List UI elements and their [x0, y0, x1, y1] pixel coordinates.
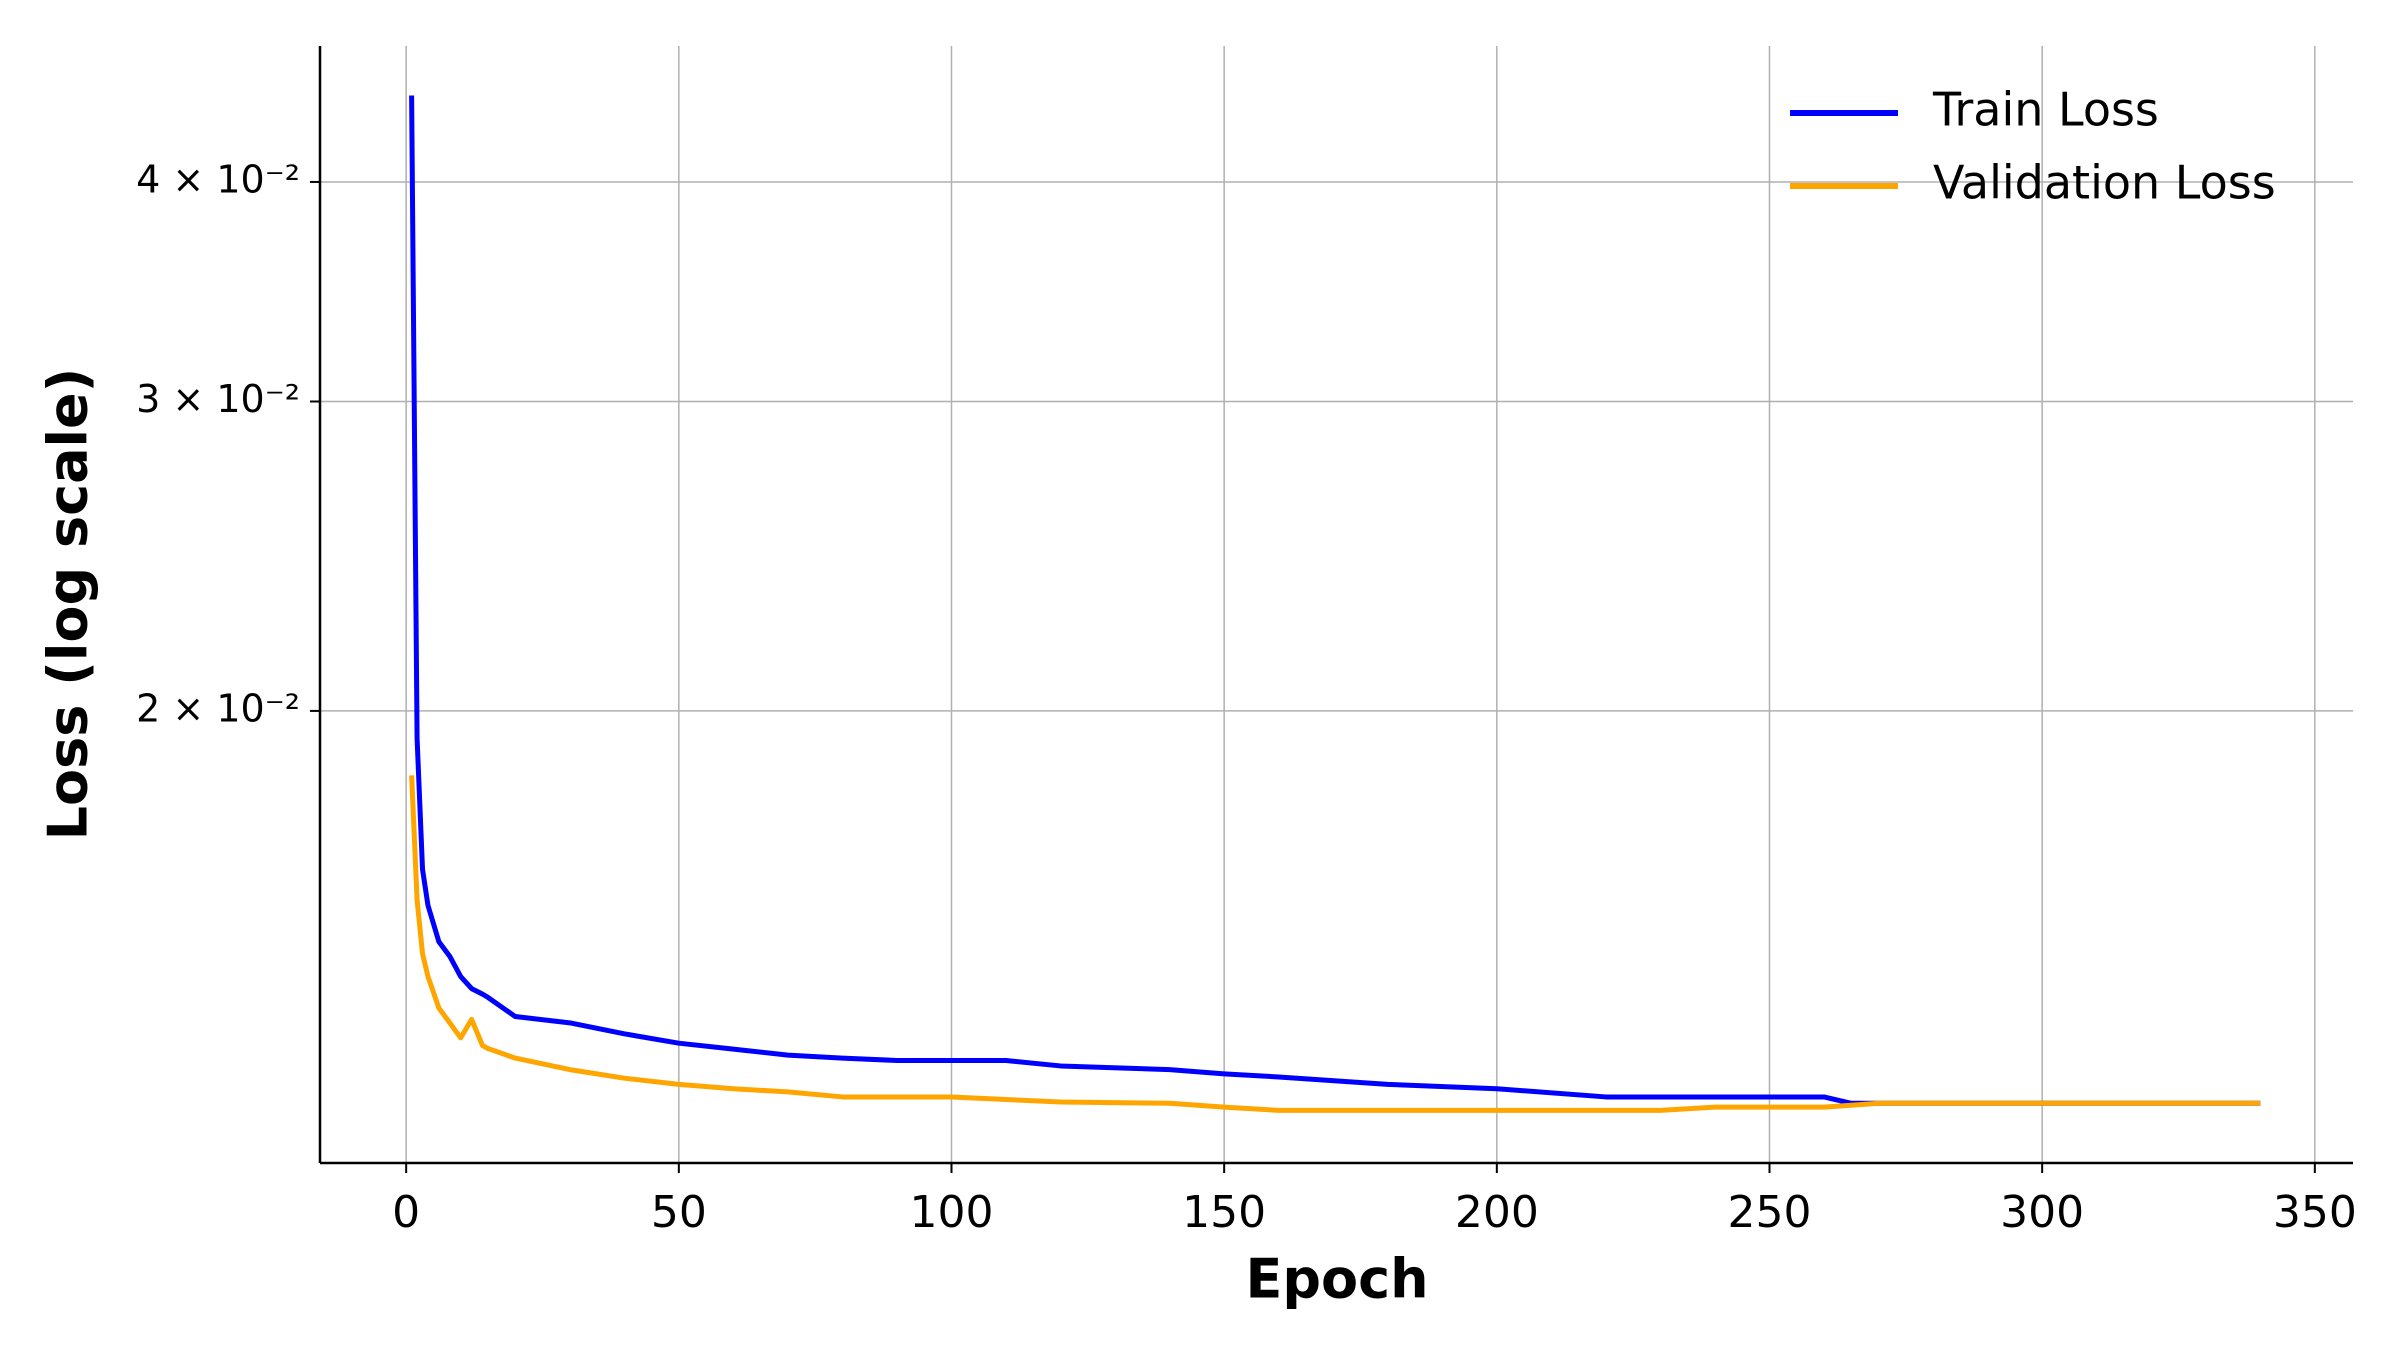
y-tick-label: 3 × 10⁻² — [136, 377, 300, 421]
x-tick-label: 200 — [1455, 1187, 1539, 1238]
legend-label: Train Loss — [1932, 83, 2159, 137]
x-tick-label: 300 — [2000, 1187, 2084, 1238]
series-line — [409, 775, 2261, 1113]
x-tick-label: 250 — [1728, 1187, 1812, 1238]
x-tick-label: 150 — [1182, 1187, 1266, 1238]
legend-label: Validation Loss — [1933, 156, 2276, 210]
y-tick-label: 2 × 10⁻² — [136, 686, 300, 730]
x-tick-label: 350 — [2273, 1187, 2357, 1238]
y-axis-label: Loss (log scale) — [37, 368, 100, 841]
series-line — [409, 95, 2261, 1106]
y-tick-label: 4 × 10⁻² — [136, 157, 300, 201]
x-tick-label: 0 — [392, 1187, 420, 1238]
x-tick-label: 50 — [651, 1187, 707, 1238]
x-tick-label: 100 — [910, 1187, 994, 1238]
x-axis-label: Epoch — [1245, 1248, 1428, 1311]
